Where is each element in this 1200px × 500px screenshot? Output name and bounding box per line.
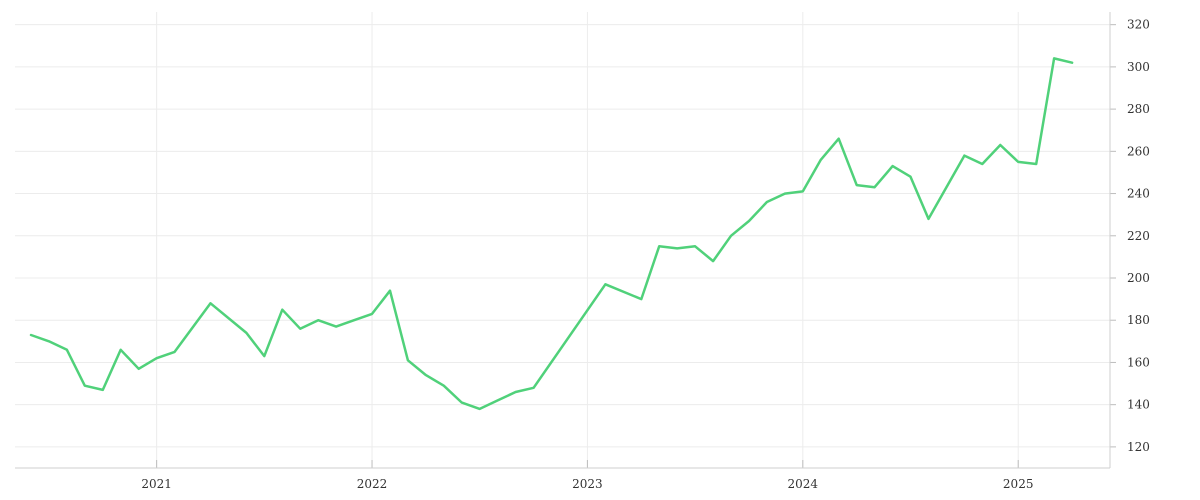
y-tick-label: 260: [1127, 144, 1150, 158]
y-tick-label: 300: [1127, 60, 1150, 74]
x-tick-label: 2025: [1003, 477, 1034, 491]
y-tick-label: 280: [1127, 102, 1150, 116]
axes: 120 140 160 180 200 220 240 260 280 300 320 2021 202…: [15, 12, 1150, 491]
y-tick-label: 160: [1127, 355, 1150, 369]
y-tick-label: 140: [1127, 398, 1150, 412]
x-tick-label: 2024: [788, 477, 819, 491]
y-tick-label: 200: [1127, 271, 1150, 285]
x-tick-label: 2021: [141, 477, 172, 491]
series-line-1: [29, 57, 1074, 411]
x-tick-label: 2023: [572, 477, 603, 491]
series-layer: [29, 57, 1074, 411]
y-tick-label: 320: [1127, 18, 1150, 32]
x-tick-label: 2022: [357, 477, 388, 491]
y-tick-label: 240: [1127, 187, 1150, 201]
y-tick-label: 120: [1127, 440, 1150, 454]
y-tick-label: 180: [1127, 313, 1150, 327]
y-tick-label: 220: [1127, 229, 1150, 243]
gridlines: [15, 12, 1110, 468]
